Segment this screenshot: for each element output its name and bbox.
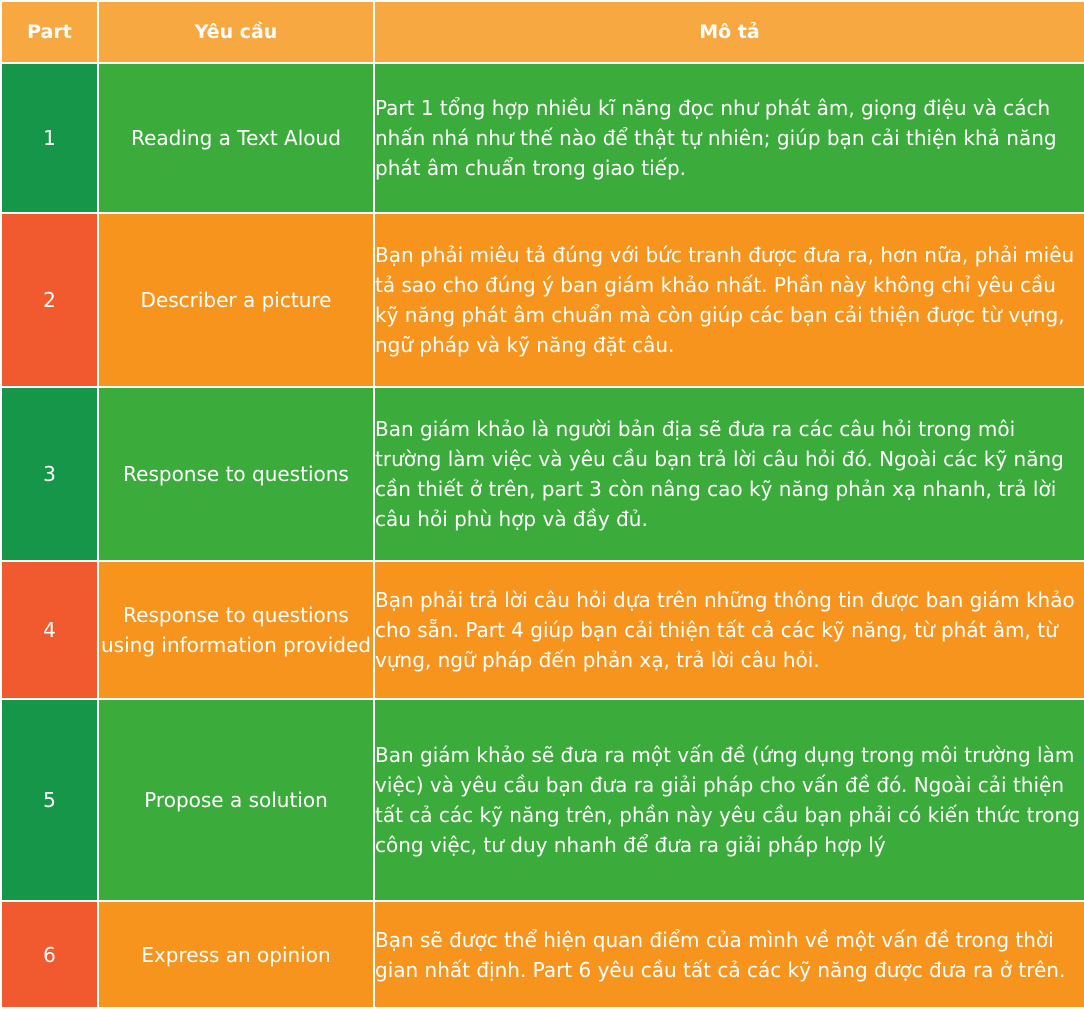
header-requirement: Yêu cầu bbox=[97, 0, 375, 64]
header-description: Mô tả bbox=[373, 0, 1084, 64]
table-row: 5 Propose a solution Ban giám khảo sẽ đư… bbox=[0, 698, 1084, 902]
table-row: 1 Reading a Text Aloud Part 1 tổng hợp n… bbox=[0, 62, 1084, 214]
part-number: 5 bbox=[0, 698, 99, 902]
table-row: 3 Response to questions Ban giám khảo là… bbox=[0, 386, 1084, 562]
part-description: Bạn sẽ được thể hiện quan điểm của mình … bbox=[373, 900, 1084, 1009]
part-number: 1 bbox=[0, 62, 99, 214]
table-header-row: Part Yêu cầu Mô tả bbox=[0, 0, 1084, 64]
table-row: 2 Describer a picture Bạn phải miêu tả đ… bbox=[0, 212, 1084, 388]
part-number: 2 bbox=[0, 212, 99, 388]
part-requirement: Response to questions using information … bbox=[97, 560, 375, 700]
table-row: 4 Response to questions using informatio… bbox=[0, 560, 1084, 700]
part-number: 4 bbox=[0, 560, 99, 700]
part-requirement: Reading a Text Aloud bbox=[97, 62, 375, 214]
header-part: Part bbox=[0, 0, 99, 64]
part-description: Part 1 tổng hợp nhiều kĩ năng đọc như ph… bbox=[373, 62, 1084, 214]
part-description: Ban giám khảo là người bản địa sẽ đưa ra… bbox=[373, 386, 1084, 562]
table-row: 6 Express an opinion Bạn sẽ được thể hiệ… bbox=[0, 900, 1084, 1009]
part-description: Bạn phải miêu tả đúng với bức tranh được… bbox=[373, 212, 1084, 388]
part-requirement: Propose a solution bbox=[97, 698, 375, 902]
part-requirement: Describer a picture bbox=[97, 212, 375, 388]
part-number: 6 bbox=[0, 900, 99, 1009]
part-requirement: Response to questions bbox=[97, 386, 375, 562]
part-description: Bạn phải trả lời câu hỏi dựa trên những … bbox=[373, 560, 1084, 700]
part-number: 3 bbox=[0, 386, 99, 562]
part-description: Ban giám khảo sẽ đưa ra một vấn đề (ứng … bbox=[373, 698, 1084, 902]
part-requirement: Express an opinion bbox=[97, 900, 375, 1009]
